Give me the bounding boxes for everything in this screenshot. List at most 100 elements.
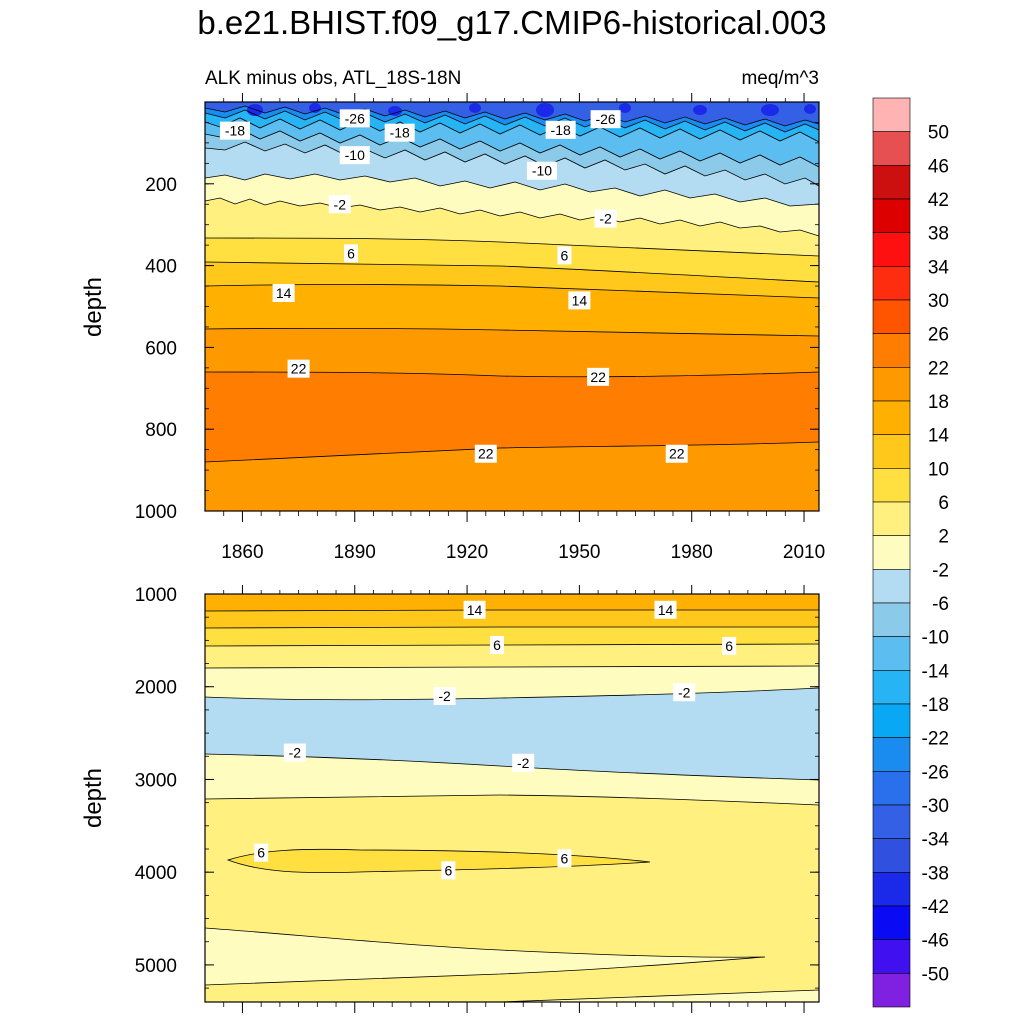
colorbar-swatch [872, 771, 911, 806]
colorbar-swatch [872, 333, 911, 368]
colorbar-swatch [872, 804, 911, 839]
colorbar-label: 46 [928, 156, 949, 177]
contour-label-box [545, 120, 576, 139]
contour-label-box [722, 636, 737, 655]
x-tick-label: 1860 [221, 542, 263, 563]
contour-label: 22 [474, 444, 497, 463]
contour-label: -10 [526, 161, 557, 180]
chart-title: b.e21.BHIST.f09_g17.CMIP6-historical.003 [197, 4, 827, 41]
y-tick-label: 600 [145, 338, 177, 359]
contour-label-text: 6 [725, 638, 733, 654]
x-tick-label: 1950 [558, 542, 600, 563]
contour-label-text: -2 [517, 755, 530, 771]
contour-label: -18 [384, 123, 415, 142]
contour-label-box [673, 683, 696, 702]
colorbar-label: -30 [922, 796, 949, 817]
contour-label-box [254, 843, 269, 862]
colorbar-swatch [872, 468, 911, 503]
contour-label-text: -2 [438, 688, 451, 704]
contour-label-text: 14 [276, 285, 292, 301]
upper-panel-axes: 200 400 600 800 1000 1860 1890 1920 1950 1980 2010 [135, 93, 825, 563]
colorbar-label: 22 [928, 358, 949, 379]
colorbar-label: 42 [928, 190, 949, 211]
contour-label-box [587, 367, 610, 386]
contour-label: 6 [490, 636, 505, 654]
colorbar-label: -26 [922, 762, 949, 783]
colorbar-label: 30 [928, 291, 949, 312]
lower-panel-y-axis-title: depth [80, 768, 107, 828]
colorbar-label: 10 [928, 459, 949, 480]
contour-label-text: -26 [595, 111, 615, 127]
y-tick-label: 400 [145, 257, 177, 278]
contour-label-box [557, 246, 572, 265]
y-tick-label: 1000 [135, 502, 177, 523]
colorbar-swatch [872, 905, 911, 940]
contour-label: 22 [287, 359, 310, 378]
lower-panel-filled-contours [205, 594, 819, 1002]
colorbar-swatch [872, 973, 911, 1008]
x-tick-label: 2010 [783, 542, 825, 563]
colorbar-label: -46 [922, 931, 949, 952]
colorbar-swatch [872, 535, 911, 570]
contour-label-text: 22 [669, 446, 685, 462]
contour-label: -2 [433, 687, 456, 705]
colorbar-swatch [872, 872, 911, 907]
colorbar-swatch [872, 400, 911, 435]
colorbar-swatch [872, 434, 911, 469]
contour-label: 14 [654, 600, 677, 619]
colorbar-swatch [872, 299, 911, 334]
colorbar-label: -34 [922, 830, 950, 851]
colorbar-swatch [872, 569, 911, 604]
colorbar-label: 34 [928, 257, 950, 278]
colorbar-swatch [872, 367, 911, 402]
contour-label: 22 [665, 444, 688, 463]
contour-label: 6 [557, 246, 572, 265]
contour-label: -18 [219, 121, 250, 140]
contour-label-box [441, 861, 456, 880]
contour-label: 6 [441, 861, 456, 880]
contour-label-text: 22 [291, 361, 307, 377]
contour-label-box [283, 743, 306, 762]
contour-label-text: -18 [225, 123, 245, 139]
colorbar-swatch [872, 198, 911, 233]
upper-panel-left-label: ALK minus obs, ATL_18S-18N [205, 68, 461, 89]
contour-label-text: -18 [551, 122, 571, 138]
colorbar-label: 14 [928, 426, 950, 447]
colorbar-swatch [872, 165, 911, 200]
contour-label-box [463, 600, 486, 619]
y-tick-label: 1000 [135, 585, 177, 606]
x-tick-label: 1890 [334, 542, 376, 563]
contour-label-text: 6 [347, 245, 355, 261]
upper-panel: ALK minus obs, ATL_18S-18N meq/m^3 depth… [80, 68, 825, 563]
colorbar-label: 2 [938, 527, 949, 548]
contour-label-text: -2 [334, 196, 347, 212]
colorbar-swatch [872, 232, 911, 267]
contour-label-box [557, 849, 572, 868]
contour-label-text: 14 [658, 602, 674, 618]
colorbar-swatch [872, 501, 911, 536]
contour-label: -26 [339, 109, 370, 128]
contour-label-box [654, 600, 677, 619]
contour-label-box [474, 444, 497, 463]
colorbar-label: -22 [922, 729, 949, 750]
contour-label: -2 [512, 753, 535, 772]
contour-label-box [526, 161, 557, 180]
colorbar-swatch [872, 737, 911, 772]
contour-label-box [287, 359, 310, 378]
lower-panel-contour-labels: 14 14 6 6 -2 -2 -2 -2 6 6 6 [254, 600, 737, 880]
lower-panel-axes: 1000 2000 3000 4000 5000 [135, 585, 819, 1013]
colorbar-swatch [872, 131, 911, 166]
contour-label-text: 22 [590, 369, 606, 385]
y-tick-label: 4000 [135, 863, 177, 884]
colorbar-label: 18 [928, 392, 949, 413]
upper-panel-filled-contours [205, 102, 819, 511]
colorbar-label: 50 [928, 123, 949, 144]
contour-label-box [328, 195, 351, 214]
colorbar-label: -42 [922, 897, 949, 918]
contour-label: -10 [339, 146, 370, 165]
contour-label-box [272, 284, 295, 303]
contour-label-box [568, 291, 591, 310]
contour-label: -26 [590, 110, 621, 129]
